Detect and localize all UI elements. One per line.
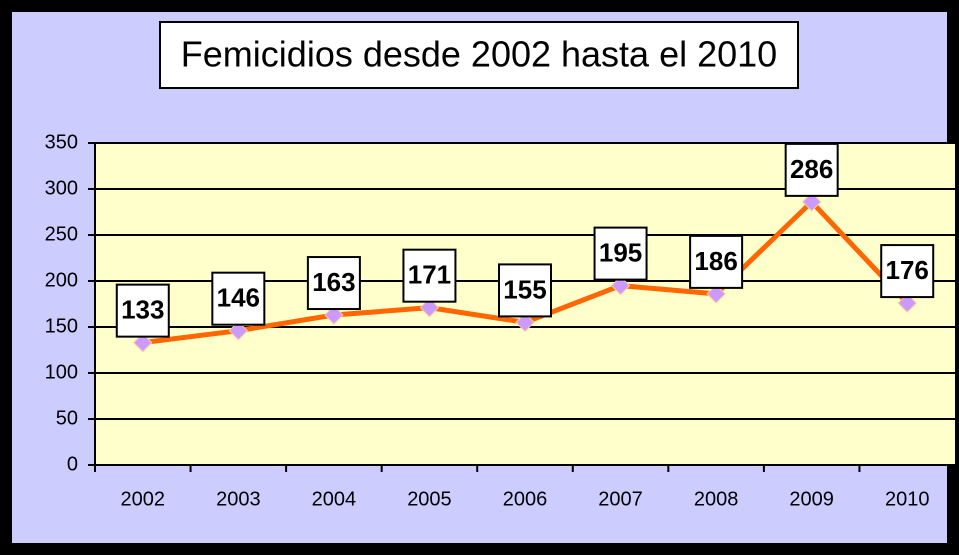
marker (515, 312, 535, 333)
x-tick-label: 2007 (598, 488, 643, 510)
x-tick-label: 2010 (885, 488, 930, 510)
y-tick-label: 100 (45, 361, 78, 383)
y-tick-label: 200 (45, 269, 78, 291)
y-tick-label: 150 (45, 315, 78, 337)
data-label-box (689, 234, 744, 289)
marker (897, 293, 917, 313)
data-label: 286 (790, 154, 833, 184)
x-tick-label: 2009 (789, 488, 834, 510)
data-label: 133 (121, 295, 164, 325)
data-label: 155 (503, 274, 546, 304)
x-tick-label: 2004 (312, 488, 357, 510)
data-label-box (211, 271, 266, 326)
data-label: 186 (694, 246, 737, 276)
data-label-box (498, 263, 552, 318)
data-label-box (402, 248, 457, 303)
chart-title: Femicidios desde 2002 hasta el 2010 (181, 34, 777, 75)
x-tick-label: 2002 (121, 488, 166, 510)
data-label: 176 (886, 255, 929, 285)
data-label: 195 (599, 237, 642, 267)
y-tick-label: 350 (45, 131, 78, 153)
data-label-box (880, 244, 935, 299)
data-label-box (593, 226, 648, 281)
title-box (159, 21, 799, 89)
marker (610, 275, 631, 296)
marker (133, 332, 153, 353)
y-tick-label: 0 (67, 453, 78, 475)
x-tick-label: 2008 (694, 488, 739, 510)
data-label: 146 (217, 283, 260, 313)
data-label: 171 (408, 260, 451, 290)
marker (706, 284, 726, 304)
y-tick-label: 300 (45, 177, 78, 199)
marker (228, 320, 249, 341)
data-label-box (784, 142, 839, 197)
data-label: 163 (312, 267, 355, 297)
y-tick-label: 250 (45, 223, 78, 245)
marker (419, 297, 440, 318)
data-label-box (115, 283, 170, 338)
x-tick-label: 2005 (407, 488, 452, 510)
x-tick-label: 2003 (216, 488, 261, 510)
x-tick-label: 2006 (503, 488, 548, 510)
data-label-box (306, 256, 361, 311)
marker (324, 305, 344, 325)
y-tick-label: 50 (56, 407, 78, 429)
marker (801, 192, 822, 212)
